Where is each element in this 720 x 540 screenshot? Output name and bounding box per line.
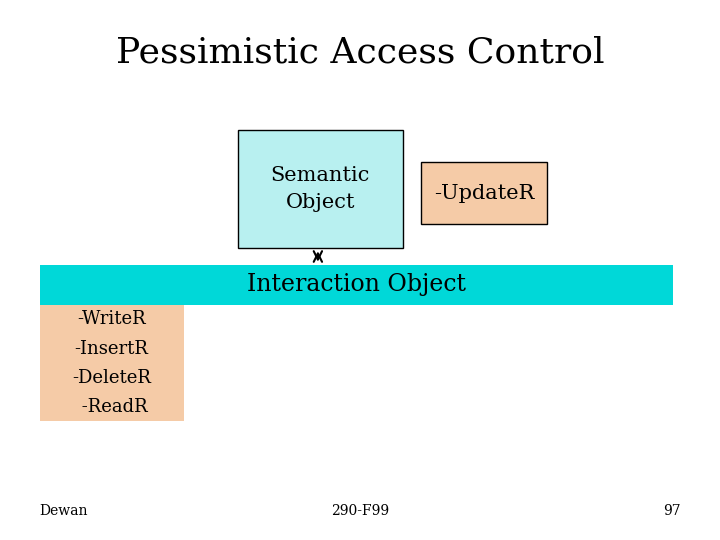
Text: Interaction Object: Interaction Object [247,273,466,296]
FancyBboxPatch shape [421,162,547,224]
FancyBboxPatch shape [40,265,673,305]
Text: 290-F99: 290-F99 [331,504,389,518]
Text: Pessimistic Access Control: Pessimistic Access Control [116,35,604,69]
Text: Dewan: Dewan [40,504,88,518]
FancyBboxPatch shape [40,305,184,421]
Text: -UpdateR: -UpdateR [434,184,534,202]
FancyBboxPatch shape [238,130,403,248]
Text: 97: 97 [663,504,680,518]
Text: Semantic
Object: Semantic Object [271,166,370,212]
Text: -WriteR
-InsertR
-DeleteR
 -ReadR: -WriteR -InsertR -DeleteR -ReadR [72,310,151,416]
